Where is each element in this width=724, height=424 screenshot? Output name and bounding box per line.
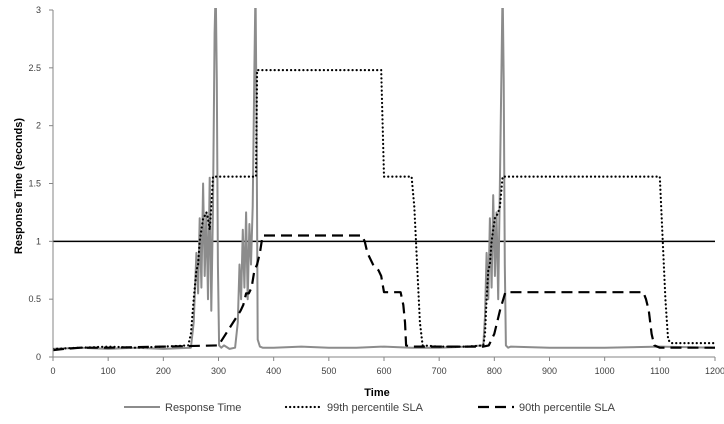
- x-tick-label: 100: [101, 366, 116, 376]
- y-tick-label: 1: [36, 236, 41, 246]
- y-tick-label: 0.5: [28, 294, 41, 304]
- x-tick-label: 0: [50, 366, 55, 376]
- x-tick-label: 600: [376, 366, 391, 376]
- legend-label: Response Time: [165, 402, 241, 414]
- y-tick-label: 2.5: [28, 63, 41, 73]
- x-axis-title: Time: [364, 387, 389, 399]
- x-tick-label: 400: [266, 366, 281, 376]
- legend-item-90th-percentile-sla: 90th percentile SLA: [478, 402, 616, 414]
- x-tick-label: 700: [432, 366, 447, 376]
- y-axis-title: Response Time (seconds): [13, 118, 25, 254]
- y-tick-label: 2: [36, 121, 41, 131]
- legend-item-response-time: Response Time: [124, 402, 241, 414]
- legend-item-99th-percentile-sla: 99th percentile SLA: [284, 402, 424, 414]
- y-tick-label: 1.5: [28, 179, 41, 189]
- plot-area: [53, 8, 717, 352]
- series-response-time: [53, 8, 716, 350]
- x-tick-label: 800: [487, 366, 502, 376]
- legend-label: 99th percentile SLA: [327, 402, 424, 414]
- y-axis: 0 0.5 1 1.5 2 2.5 3: [28, 5, 54, 362]
- legend-label: 90th percentile SLA: [519, 402, 616, 414]
- legend: Response Time 99th percentile SLA 90th per…: [124, 402, 616, 414]
- series-90th-percentile-sla: [53, 234, 715, 352]
- series-99th-percentile-sla: [53, 68, 717, 350]
- x-tick-label: 1000: [595, 366, 615, 376]
- x-axis: 0 100 200 300 400 500 600 700 800 900 1000 1100 1200: [50, 356, 724, 376]
- x-tick-label: 300: [211, 366, 226, 376]
- x-tick-label: 500: [321, 366, 336, 376]
- x-tick-label: 200: [156, 366, 171, 376]
- x-tick-label: 1200: [705, 366, 724, 376]
- y-tick-label: 3: [36, 5, 41, 15]
- y-tick-label: 0: [36, 352, 41, 362]
- x-tick-label: 1100: [650, 366, 669, 376]
- x-tick-label: 900: [542, 366, 557, 376]
